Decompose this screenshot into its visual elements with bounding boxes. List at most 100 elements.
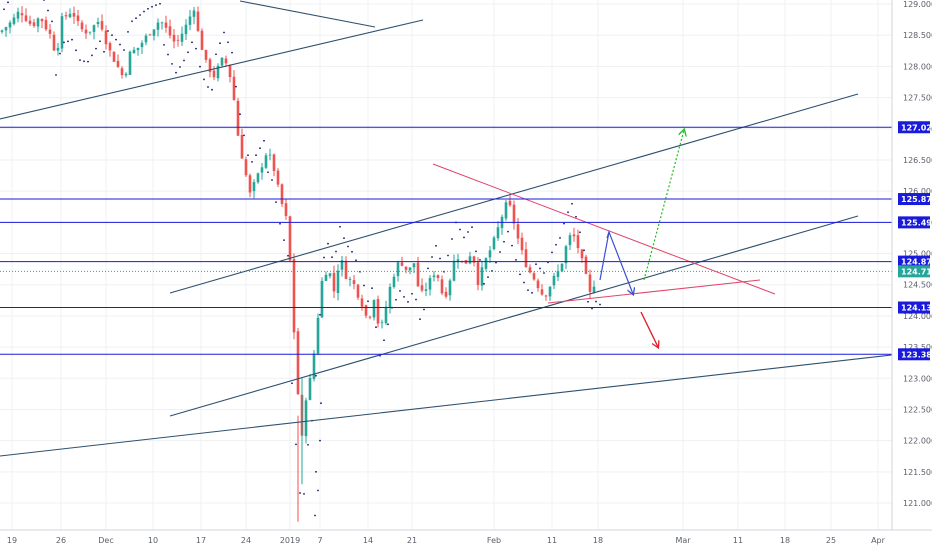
candle-body — [204, 49, 208, 60]
sar-dot — [531, 291, 533, 294]
candle-body — [136, 47, 140, 51]
candle-body — [396, 262, 400, 277]
sar-dot — [187, 51, 189, 54]
candle-body — [128, 51, 132, 75]
trend-line — [169, 93, 859, 294]
grid — [0, 0, 892, 530]
candle-body — [436, 275, 440, 279]
candle-body — [132, 49, 136, 54]
sar-dot — [471, 226, 473, 229]
sar-dot — [87, 60, 89, 63]
sar-dot — [199, 65, 201, 68]
sar-dot — [67, 40, 69, 43]
x-tick-label: Dec — [98, 536, 113, 545]
candle-body — [576, 235, 580, 249]
sar-dot — [317, 489, 319, 492]
y-axis[interactable]: 129.000128.500128.000127.500127.000126.5… — [891, 0, 932, 550]
candle-body — [556, 271, 560, 278]
candle-body — [176, 39, 180, 41]
x-axis[interactable]: 19 26 Dec 10 17 24 2019 7 14 21 Feb 11 18 Mar 11 18 25 Ap… — [0, 529, 932, 550]
sar-dot — [219, 42, 221, 45]
candle-body — [324, 274, 328, 281]
sar-dot — [559, 237, 561, 239]
x-tick-label: 14 — [363, 536, 373, 545]
price-level-tag-label: 124.870 — [901, 258, 932, 267]
candle-body — [236, 100, 240, 136]
sar-dot — [543, 272, 545, 274]
candle-body — [200, 30, 204, 50]
sar-dot — [131, 20, 133, 23]
candle-body — [288, 216, 292, 261]
candle-body — [36, 18, 40, 27]
candle-body — [188, 16, 192, 25]
candle-body — [488, 250, 492, 258]
y-tick-label: 121.500 — [903, 468, 932, 477]
sar-dot — [579, 231, 581, 234]
projection-arrow-green — [643, 130, 684, 281]
last-price-tag — [898, 265, 930, 278]
candle-body — [548, 286, 552, 297]
candle-body — [496, 227, 500, 239]
sar-dot — [499, 251, 501, 253]
candle-body — [172, 34, 176, 42]
sar-dot — [259, 147, 261, 150]
candle-body — [284, 203, 288, 216]
sar-dot — [287, 254, 289, 257]
sar-dot — [523, 281, 525, 284]
candle-body — [408, 267, 412, 271]
candle-body — [196, 11, 200, 31]
sar-dot — [463, 236, 465, 239]
candle-body — [532, 273, 536, 280]
candle-body — [580, 249, 584, 259]
sar-dot — [495, 261, 497, 264]
candle-body — [4, 27, 8, 31]
sar-dot — [291, 382, 293, 385]
y-tick-label: 126.000 — [903, 187, 932, 196]
sar-dot — [511, 244, 513, 247]
sar-dot — [319, 313, 321, 316]
sar-dot — [167, 53, 169, 56]
sar-dot — [527, 289, 529, 292]
candle-body — [492, 237, 496, 250]
sar-dot — [419, 318, 421, 321]
x-tick-label: 10 — [148, 536, 158, 545]
candle-body — [64, 15, 68, 17]
candle-body — [256, 173, 260, 183]
sar-dot — [183, 59, 185, 62]
sar-dot — [71, 38, 73, 41]
sar-dot — [314, 514, 316, 517]
candle-body — [360, 298, 364, 307]
sar-dot — [295, 443, 297, 446]
sar-dot — [431, 256, 433, 258]
candle-body — [280, 184, 284, 204]
candle-body — [508, 200, 512, 206]
sar-dot — [263, 139, 265, 142]
trend-line — [169, 215, 859, 417]
candle-body — [92, 25, 96, 32]
price-level-tag — [898, 193, 930, 206]
sar-dot — [119, 43, 121, 46]
candle-body — [264, 155, 268, 168]
sar-dot — [599, 303, 601, 306]
candle-body — [32, 22, 36, 26]
candle-body — [344, 260, 348, 279]
y-tick-label: 128.500 — [903, 31, 932, 40]
y-tick-label: 123.000 — [903, 374, 932, 383]
sar-dot — [503, 240, 505, 243]
sar-dot — [235, 85, 237, 88]
sar-dot — [535, 263, 537, 266]
candle-body — [376, 299, 380, 324]
sar-dot — [591, 307, 593, 310]
x-tick-label: Apr — [871, 536, 886, 545]
x-tick-label: 11 — [733, 536, 743, 545]
x-tick-label: 24 — [241, 536, 251, 545]
sar-dot — [331, 256, 333, 259]
candle-body — [104, 30, 108, 45]
candle-body — [452, 260, 456, 281]
candle-body — [392, 276, 396, 287]
price-level-tag — [898, 348, 930, 361]
sar-dot — [387, 323, 389, 326]
price-level-tag — [898, 301, 930, 314]
